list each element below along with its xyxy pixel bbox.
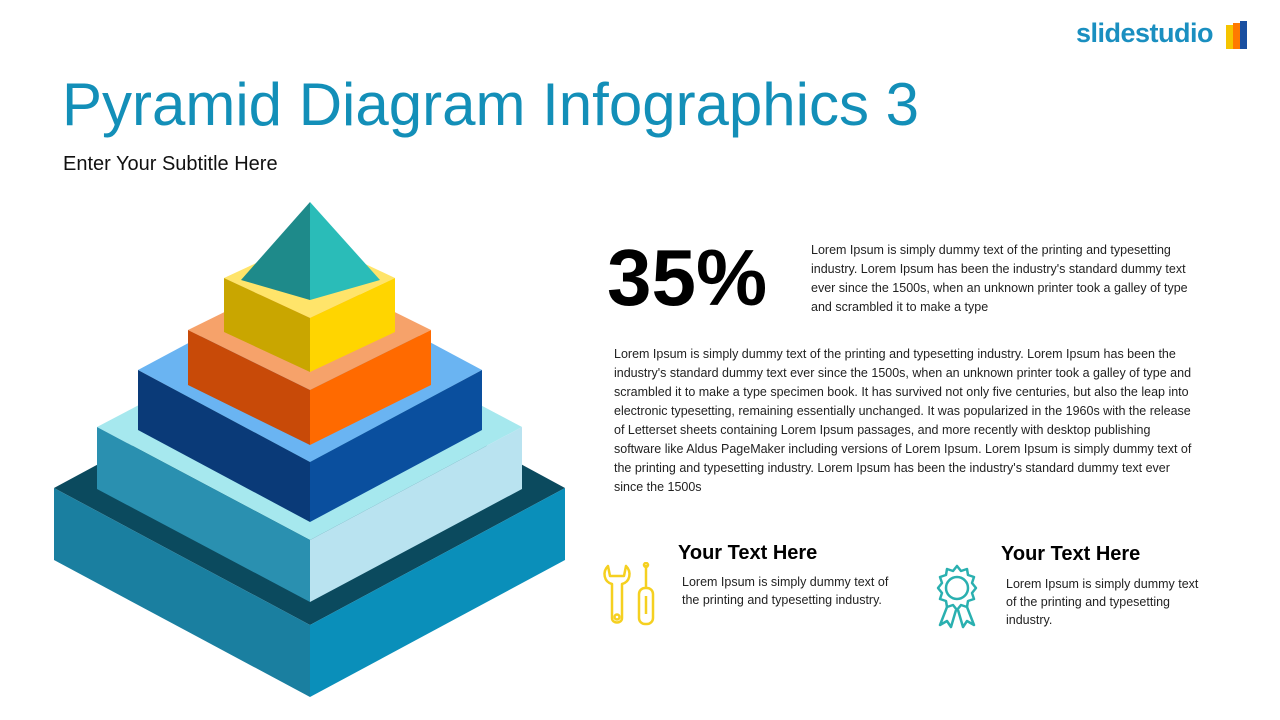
feature-text: Lorem Ipsum is simply dummy text of the … — [1006, 577, 1199, 627]
logo-text: slidestudio — [1076, 18, 1214, 48]
pyramid-level4-right — [310, 330, 431, 445]
pyramid-level3-right — [310, 370, 482, 522]
stat-value: 35% — [607, 233, 768, 322]
feature-heading: Your Text Here — [678, 542, 818, 564]
pyramid-apex-left — [241, 202, 310, 300]
pyramid-level1-left — [54, 488, 310, 697]
stat-description: Lorem Ipsum is simply dummy text of the … — [811, 243, 1188, 314]
logo-bars-icon — [1226, 21, 1247, 49]
award-ribbon-icon — [936, 564, 978, 629]
wrench-screwdriver-icon — [603, 562, 655, 626]
pyramid-level2-right — [310, 427, 522, 602]
pyramid-apex-right — [310, 202, 380, 300]
pyramid-level5-left — [224, 278, 310, 372]
page-subtitle: Enter Your Subtitle Here — [63, 153, 278, 175]
page-title: Pyramid Diagram Infographics 3 — [62, 71, 920, 138]
pyramid-level5-right — [310, 278, 395, 372]
feature-text: Lorem Ipsum is simply dummy text of the … — [682, 575, 889, 607]
body-paragraph: Lorem Ipsum is simply dummy text of the … — [614, 347, 1192, 494]
pyramid-diagram — [54, 202, 565, 697]
pyramid-level4-left — [188, 330, 310, 445]
pyramid-level1-right — [310, 488, 565, 697]
pyramid-level2-left — [97, 427, 310, 602]
pyramid-level3-left — [138, 370, 310, 522]
feature-heading: Your Text Here — [1001, 543, 1141, 565]
